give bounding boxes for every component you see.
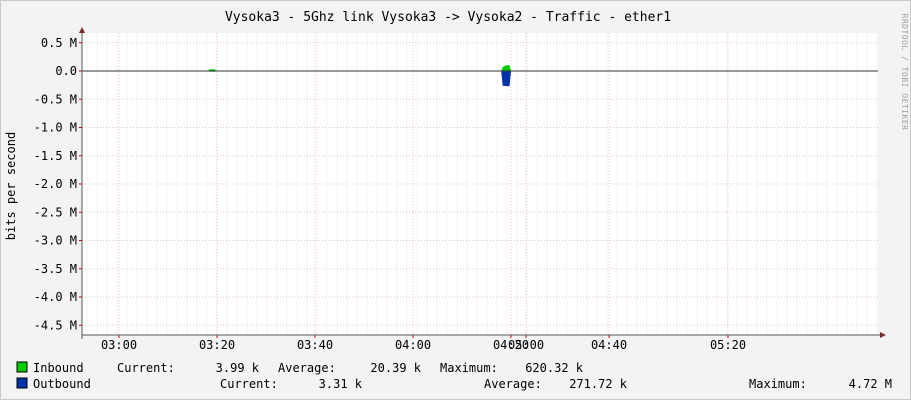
y-axis-label: bits per second <box>4 132 18 240</box>
legend-text: 3.99 k <box>216 361 260 375</box>
y-tick-label: -2.5 M <box>34 205 77 219</box>
y-tick-label: 0.5 M <box>41 36 77 50</box>
y-tick-label: -1.0 M <box>34 121 77 135</box>
y-tick-labels: 0.5 M 0.0 -0.5 M -1.0 M -1.5 M -2.0 M -2.5 M -3… <box>34 36 77 333</box>
legend-text: 20.39 k <box>370 361 421 375</box>
legend-text: Current: <box>117 361 175 375</box>
legend-text: 271.72 k <box>569 377 628 391</box>
legend-text: 4.72 M <box>849 377 892 391</box>
chart-title: Vysoka3 - 5Ghz link Vysoka3 -> Vysoka2 -… <box>225 10 671 25</box>
x-axis-arrow <box>880 332 886 338</box>
legend-text: Outbound <box>33 377 91 391</box>
legend-swatch-inbound <box>16 361 28 373</box>
x-tick-label: 04:20 <box>493 338 529 352</box>
y-tick-label: -3.0 M <box>34 234 77 248</box>
x-tick-label: 05:00 <box>508 338 544 352</box>
plot-background <box>82 33 878 335</box>
x-tick-label: 03:20 <box>199 338 235 352</box>
x-tick-label: 05:20 <box>710 338 746 352</box>
legend-text: Average: <box>278 361 336 375</box>
y-axis-arrow <box>79 27 85 33</box>
y-tick-label: -0.5 M <box>34 92 77 106</box>
x-tick-labels: 03:00 03:20 03:40 04:00 04:20 04:40 05:00 05:20… <box>101 338 746 352</box>
x-tick-label: 04:40 <box>591 338 627 352</box>
legend-text: Inbound <box>33 361 84 375</box>
legend-text: 620.32 k <box>525 361 584 375</box>
y-tick-label: -4.0 M <box>34 290 77 304</box>
grid <box>82 33 878 335</box>
legend-text: 3.31 k <box>319 377 363 391</box>
legend-swatch-outbound <box>16 377 28 389</box>
y-tick-label: -2.0 M <box>34 177 77 191</box>
legend-text: Maximum: <box>749 377 807 391</box>
legend-text: Maximum: <box>440 361 498 375</box>
axes <box>79 27 886 339</box>
x-tick-label: 03:40 <box>297 338 333 352</box>
watermark-text: RRDTOOL / TOBI OETIKER <box>900 14 909 131</box>
x-tick-label: 03:00 <box>101 338 137 352</box>
legend-text: Current: <box>220 377 278 391</box>
legend-text: Average: <box>484 377 542 391</box>
y-tick-label: -4.5 M <box>34 318 77 332</box>
y-tick-label: 0.0 <box>55 64 77 78</box>
x-tick-label: 04:00 <box>395 338 431 352</box>
y-tick-label: -3.5 M <box>34 262 77 276</box>
legend: Inbound Current: 3.99 k Average: 20.39 k Maxi… <box>16 361 892 391</box>
y-tick-label: -1.5 M <box>34 149 77 163</box>
